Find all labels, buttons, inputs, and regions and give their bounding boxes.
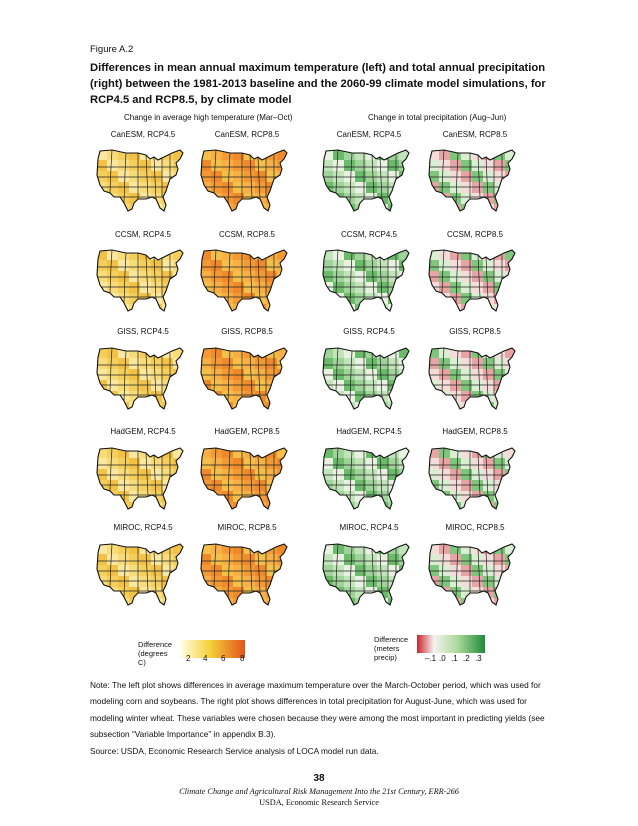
map-label: CCSM, RCP8.5 bbox=[446, 230, 503, 239]
temperature-legend-title: Difference (degrees C) bbox=[138, 640, 173, 667]
map-label: GISS, RCP8.5 bbox=[449, 327, 501, 336]
temperature-us-map bbox=[196, 145, 292, 217]
us-map-svg bbox=[322, 249, 410, 312]
us-map-svg bbox=[96, 249, 184, 312]
temperature-us-map bbox=[196, 443, 292, 515]
temperature-tick-1: 2 bbox=[186, 654, 191, 663]
precipitation-us-map bbox=[318, 343, 414, 415]
map-label: MIROC, RCP8.5 bbox=[445, 523, 505, 532]
map-label: HadGEM, RCP8.5 bbox=[442, 427, 508, 436]
map-label: MIROC, RCP4.5 bbox=[339, 523, 399, 532]
temperature-us-map bbox=[92, 343, 188, 415]
map-label: GISS, RCP4.5 bbox=[117, 327, 169, 336]
precipitation-legend-colorbar bbox=[417, 635, 485, 653]
precipitation-tick-4: .2 bbox=[463, 654, 470, 663]
page-number: 38 bbox=[313, 773, 325, 784]
temperature-us-map bbox=[92, 245, 188, 317]
us-map-svg bbox=[428, 543, 516, 606]
footer-agency: USDA, Economic Research Service bbox=[259, 798, 379, 807]
temperature-us-map bbox=[92, 145, 188, 217]
precipitation-us-map bbox=[318, 145, 414, 217]
temperature-us-map bbox=[196, 245, 292, 317]
figure-title: Differences in mean annual maximum tempe… bbox=[90, 62, 546, 106]
map-label: MIROC, RCP4.5 bbox=[113, 523, 173, 532]
us-map-svg bbox=[200, 447, 288, 510]
us-map-svg bbox=[322, 347, 410, 410]
us-map-svg bbox=[322, 447, 410, 510]
temperature-tick-4: 8 bbox=[240, 654, 245, 663]
precipitation-us-map bbox=[424, 145, 520, 217]
note-text: Note: The left plot shows differences in… bbox=[90, 680, 545, 740]
us-map-svg bbox=[428, 347, 516, 410]
precipitation-legend-title: Difference (meters precip) bbox=[374, 635, 409, 662]
precipitation-tick-3: .1 bbox=[451, 654, 458, 663]
precipitation-us-map bbox=[318, 443, 414, 515]
us-map-svg bbox=[322, 543, 410, 606]
map-label: GISS, RCP4.5 bbox=[343, 327, 395, 336]
precipitation-tick-1: –.1 bbox=[425, 654, 437, 663]
precipitation-us-map bbox=[318, 245, 414, 317]
precipitation-us-map bbox=[424, 245, 520, 317]
map-label: CCSM, RCP4.5 bbox=[114, 230, 171, 239]
temperature-colorbar-svg bbox=[181, 640, 245, 658]
map-label: CanESM, RCP4.5 bbox=[336, 130, 402, 139]
temperature-legend-colorbar bbox=[181, 640, 245, 658]
figure-notes: Note: The left plot shows differences in… bbox=[90, 677, 560, 759]
map-label: HadGEM, RCP4.5 bbox=[336, 427, 402, 436]
map-label: CCSM, RCP4.5 bbox=[340, 230, 397, 239]
map-label: CCSM, RCP8.5 bbox=[218, 230, 275, 239]
us-map-svg bbox=[428, 149, 516, 212]
us-map-svg bbox=[200, 543, 288, 606]
precipitation-panel-heading: Change in total precipitation (Aug–Jun) bbox=[368, 113, 507, 122]
us-map-svg bbox=[96, 149, 184, 212]
us-map-svg bbox=[96, 447, 184, 510]
us-map-svg bbox=[200, 347, 288, 410]
page-footer: Climate Change and Agricultural Risk Man… bbox=[0, 786, 638, 808]
temperature-us-map bbox=[196, 539, 292, 611]
temperature-panel-heading: Change in average high temperature (Mar–… bbox=[124, 113, 293, 122]
precipitation-us-map bbox=[318, 539, 414, 611]
map-label: CanESM, RCP4.5 bbox=[110, 130, 176, 139]
us-map-svg bbox=[428, 447, 516, 510]
us-map-svg bbox=[96, 347, 184, 410]
us-map-svg bbox=[96, 543, 184, 606]
us-map-svg bbox=[322, 149, 410, 212]
us-map-svg bbox=[200, 149, 288, 212]
temperature-us-map bbox=[92, 443, 188, 515]
precipitation-us-map bbox=[424, 443, 520, 515]
map-label: HadGEM, RCP4.5 bbox=[110, 427, 176, 436]
map-label: MIROC, RCP8.5 bbox=[217, 523, 277, 532]
precipitation-tick-2: .0 bbox=[439, 654, 446, 663]
temperature-tick-3: 6 bbox=[221, 654, 226, 663]
footer-report-title: Climate Change and Agricultural Risk Man… bbox=[179, 787, 459, 796]
temperature-tick-2: 4 bbox=[203, 654, 208, 663]
precipitation-us-map bbox=[424, 343, 520, 415]
temperature-us-map bbox=[92, 539, 188, 611]
source-text: Source: USDA, Economic Research Service … bbox=[90, 745, 379, 756]
map-label: CanESM, RCP8.5 bbox=[442, 130, 508, 139]
precipitation-colorbar-svg bbox=[417, 635, 485, 653]
temperature-us-map bbox=[196, 343, 292, 415]
map-label: HadGEM, RCP8.5 bbox=[214, 427, 280, 436]
figure-label: Figure A.2 bbox=[90, 44, 134, 55]
precipitation-us-map bbox=[424, 539, 520, 611]
us-map-svg bbox=[200, 249, 288, 312]
map-label: CanESM, RCP8.5 bbox=[214, 130, 280, 139]
map-label: GISS, RCP8.5 bbox=[221, 327, 273, 336]
us-map-svg bbox=[428, 249, 516, 312]
precipitation-tick-5: .3 bbox=[475, 654, 482, 663]
